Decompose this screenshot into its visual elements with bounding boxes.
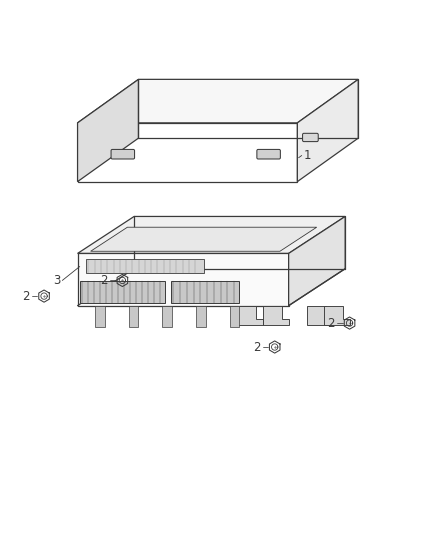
FancyBboxPatch shape	[95, 305, 105, 327]
FancyBboxPatch shape	[257, 149, 280, 159]
Text: 2: 2	[22, 289, 30, 303]
Text: 2: 2	[253, 341, 260, 353]
FancyBboxPatch shape	[86, 259, 204, 273]
FancyBboxPatch shape	[162, 305, 172, 327]
Polygon shape	[78, 79, 358, 123]
Text: 3: 3	[53, 274, 60, 287]
Polygon shape	[78, 254, 289, 305]
FancyBboxPatch shape	[303, 133, 318, 142]
Text: 2: 2	[100, 274, 108, 287]
Polygon shape	[78, 216, 345, 254]
Polygon shape	[307, 305, 333, 325]
Polygon shape	[237, 305, 262, 325]
FancyBboxPatch shape	[129, 305, 138, 327]
Polygon shape	[91, 227, 317, 251]
Polygon shape	[324, 305, 350, 325]
FancyBboxPatch shape	[111, 149, 134, 159]
Polygon shape	[297, 79, 358, 182]
Text: 2: 2	[327, 317, 334, 329]
FancyBboxPatch shape	[171, 281, 239, 303]
Polygon shape	[262, 305, 289, 325]
Text: 1: 1	[304, 149, 311, 162]
FancyBboxPatch shape	[80, 281, 165, 303]
FancyBboxPatch shape	[196, 305, 206, 327]
FancyBboxPatch shape	[230, 305, 240, 327]
Polygon shape	[289, 216, 345, 305]
Polygon shape	[78, 79, 138, 182]
Polygon shape	[78, 123, 297, 182]
